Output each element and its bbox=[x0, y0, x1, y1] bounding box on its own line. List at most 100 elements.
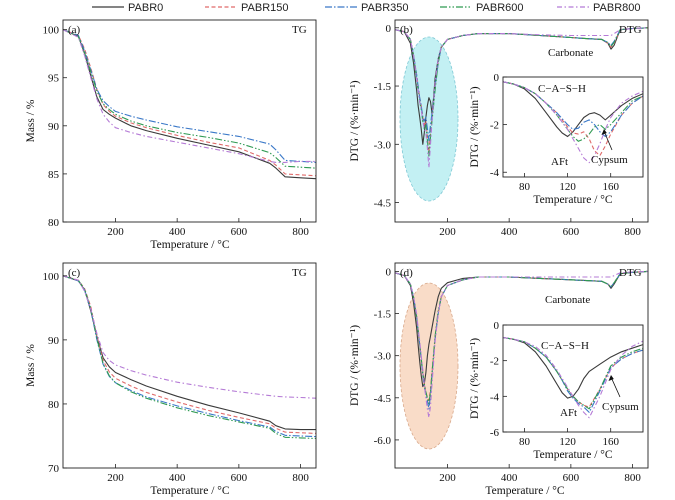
series-group-b bbox=[395, 27, 648, 169]
annotation-carbonate-b: Carbonate bbox=[548, 47, 593, 59]
series-line-c-pabr800 bbox=[63, 275, 316, 399]
x-axis-title-b-inset: Temperature / °C bbox=[533, 194, 612, 206]
y-tick-label-c: 70 bbox=[48, 463, 60, 475]
panel-label-c: (c) bbox=[68, 267, 81, 279]
legend-label-pabr350: PABR350 bbox=[361, 2, 409, 14]
y-tick-label-a: 85 bbox=[48, 169, 60, 181]
series-line-c-pabr600 bbox=[63, 275, 316, 440]
x-tick-label-b-inset: 160 bbox=[602, 181, 619, 193]
x-tick-label-d-inset: 120 bbox=[559, 436, 576, 448]
y-axis-title-b: DTG / (%·min⁻¹) bbox=[349, 80, 361, 161]
x-tick-label-c: 800 bbox=[292, 472, 309, 484]
series-line-b-inset-pabr800 bbox=[503, 81, 643, 164]
y-axis-title-b-inset: DTG / (%·min⁻¹) bbox=[469, 86, 481, 167]
series-line-c-pabr0 bbox=[63, 275, 316, 431]
legend-label-pabr0: PABR0 bbox=[128, 2, 163, 14]
corner-label-b: DTG bbox=[619, 24, 642, 36]
annotation-csh-b: C−A−S−H bbox=[538, 83, 586, 95]
y-tick-label-d: -1.5 bbox=[374, 309, 392, 321]
y-tick-label-b: -4.5 bbox=[374, 198, 392, 210]
y-tick-label-a: 80 bbox=[48, 217, 60, 229]
panel-c: 200 400 600 800 70 80 90 100 Temperature / °C Mas… bbox=[25, 262, 317, 497]
series-line-b-pabr600 bbox=[395, 27, 648, 157]
corner-label-a: TG bbox=[292, 24, 307, 36]
y-tick-label-d: -4.5 bbox=[374, 393, 392, 405]
x-tick-label-d: 400 bbox=[501, 472, 518, 484]
x-axis-title-c: Temperature / °C bbox=[150, 485, 229, 497]
series-line-b-pabr800 bbox=[395, 27, 648, 169]
legend-label-pabr600: PABR600 bbox=[476, 2, 524, 14]
y-axis-title-c: Mass / % bbox=[25, 344, 37, 387]
series-line-d-inset-pabr800 bbox=[503, 336, 643, 419]
y-tick-label-b: -1.5 bbox=[374, 81, 392, 93]
series-line-b-inset-pabr0 bbox=[503, 81, 643, 138]
panel-label-a: (a) bbox=[68, 24, 81, 36]
series-line-d-inset-pabr350 bbox=[503, 336, 643, 413]
legend-label-pabr150: PABR150 bbox=[241, 2, 289, 14]
axes-frame-b-inset bbox=[502, 76, 644, 178]
x-axis-title-d-inset: Temperature / °C bbox=[533, 449, 612, 461]
series-group-c bbox=[63, 275, 316, 440]
y-tick-label-d: -3.0 bbox=[374, 351, 392, 363]
x-tick-label-b-inset: 80 bbox=[519, 181, 531, 193]
axes-frame-b bbox=[394, 19, 649, 223]
panel-a: 200 400 600 800 80 85 90 95 100 Temperature / °C M… bbox=[25, 19, 317, 251]
x-tick-label-c: 200 bbox=[107, 472, 124, 484]
x-tick-label-d-inset: 80 bbox=[519, 436, 531, 448]
annotation-gypsum-b: Cypsum bbox=[591, 154, 628, 166]
panel-label-b: (b) bbox=[400, 24, 413, 36]
highlight-ellipse-d bbox=[399, 282, 459, 450]
panel-label-d: (d) bbox=[400, 267, 413, 279]
gypsum-arrow-b bbox=[603, 130, 613, 151]
annotation-aft-b: AFt bbox=[551, 156, 568, 168]
axes-frame-d-inset bbox=[502, 324, 644, 433]
y-axis-title-a: Mass / % bbox=[25, 99, 37, 142]
annotation-gypsum-d: Cypsum bbox=[602, 401, 639, 413]
axes-frame-c bbox=[62, 262, 317, 469]
inset-background-b-inset bbox=[503, 77, 643, 177]
x-tick-label-a: 400 bbox=[169, 226, 186, 238]
y-tick-label-c: 80 bbox=[48, 399, 60, 411]
series-line-a-pabr800 bbox=[63, 29, 316, 163]
x-tick-label-d-inset: 160 bbox=[602, 436, 619, 448]
y-tick-label-d: 0 bbox=[386, 266, 392, 278]
y-tick-label-d-inset: -6 bbox=[490, 427, 500, 439]
legend: PABR0 PABR150 PABR350 PABR600 PABR800 bbox=[92, 2, 641, 14]
series-group-b-inset bbox=[503, 81, 643, 164]
corner-label-c: TG bbox=[292, 267, 307, 279]
y-tick-label-b-inset: -2 bbox=[490, 120, 499, 132]
gypsum-arrowhead-d bbox=[608, 375, 614, 381]
y-tick-label-a: 90 bbox=[48, 121, 60, 133]
y-axis-title-d-inset: DTG / (%·min⁻¹) bbox=[469, 338, 481, 419]
series-line-a-pabr600 bbox=[63, 29, 316, 169]
series-line-a-pabr0 bbox=[63, 29, 316, 180]
x-tick-label-d: 800 bbox=[624, 472, 641, 484]
x-tick-label-b: 800 bbox=[624, 226, 641, 238]
panel-b-inset: 80 120 160 0 -2 -4 Temperature / °C DTG / (%·mi… bbox=[469, 72, 644, 206]
annotation-csh-d: C−A−S−H bbox=[541, 340, 589, 352]
series-line-d-pabr600 bbox=[395, 270, 648, 404]
y-tick-label-d: -6.0 bbox=[374, 435, 392, 447]
series-group-d-inset bbox=[503, 336, 643, 419]
y-tick-label-d-inset: -2 bbox=[490, 356, 499, 368]
highlight-ellipse-b bbox=[399, 36, 459, 202]
series-line-a-pabr150 bbox=[63, 29, 316, 177]
legend-label-pabr800: PABR800 bbox=[593, 2, 641, 14]
x-tick-label-c: 600 bbox=[231, 472, 248, 484]
y-tick-label-c: 100 bbox=[43, 271, 60, 283]
annotation-carbonate-d: Carbonate bbox=[545, 294, 590, 306]
x-tick-label-a: 800 bbox=[292, 226, 309, 238]
y-tick-label-a: 95 bbox=[48, 73, 60, 85]
x-tick-label-b-inset: 120 bbox=[559, 181, 576, 193]
y-tick-label-b: 0 bbox=[386, 23, 392, 35]
x-axis-title-d: Temperature / °C bbox=[485, 485, 564, 497]
annotation-aft-d: AFt bbox=[560, 407, 577, 419]
y-tick-label-d-inset: -4 bbox=[490, 391, 500, 403]
series-line-a-pabr350 bbox=[63, 29, 316, 163]
series-line-d-inset-pabr150 bbox=[503, 336, 643, 408]
x-tick-label-c: 400 bbox=[169, 472, 186, 484]
x-tick-label-d: 600 bbox=[563, 472, 580, 484]
y-tick-label-c: 90 bbox=[48, 335, 60, 347]
y-tick-label-b-inset: -4 bbox=[490, 167, 500, 179]
